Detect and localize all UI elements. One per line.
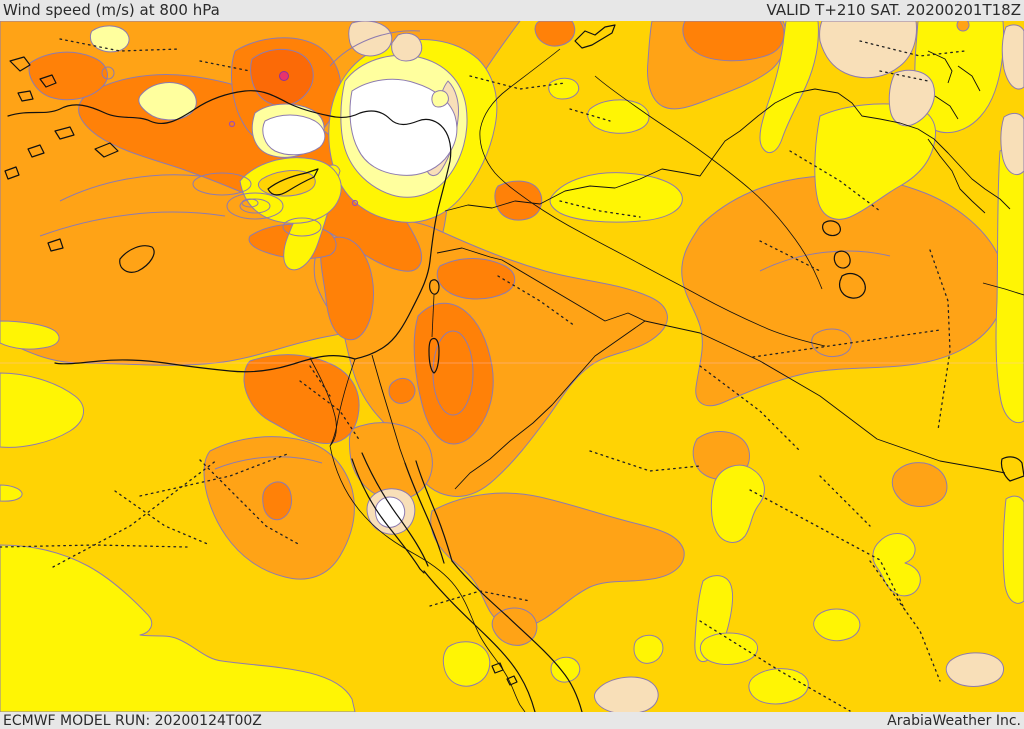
contour-arc-egypt [214, 456, 323, 470]
iraq-lakes [822, 220, 866, 299]
yellow-tongue-left-2 [0, 372, 84, 448]
map-title: Wind speed (m/s) at 800 hPa [3, 1, 220, 19]
yellow-strip-right-edge-low [1002, 495, 1024, 604]
yellow-patch-nile-2 [550, 656, 581, 683]
cream-blob-bottom-center [594, 676, 659, 712]
contour-arc-2 [39, 211, 226, 237]
kuwait-coast [1000, 456, 1024, 482]
aegean-islands [4, 56, 155, 273]
orange-patch-iraq-south [811, 328, 852, 358]
dark-orange-coast-band [320, 236, 375, 341]
coastline-cyprus [267, 168, 319, 196]
red-sea-east-coast [451, 560, 583, 712]
pale-yellow-west-turkey-2 [89, 25, 130, 53]
header-bar: Wind speed (m/s) at 800 hPa VALID T+210 … [0, 0, 1024, 21]
yellow-strip-right-edge [995, 147, 1024, 424]
nile-river [329, 445, 526, 712]
yellow-patch-br-3 [813, 608, 861, 642]
map-canvas [0, 21, 1024, 712]
contour-ring-6 [101, 66, 115, 80]
gulf-of-suez [351, 452, 429, 574]
dark-orange-top-center [534, 21, 576, 47]
contour-ring-3 [282, 217, 322, 237]
dark-orange-redsea-spot [262, 481, 293, 521]
cream-tail-top-right [888, 69, 935, 127]
yellow-patch-br-7 [633, 634, 664, 664]
coastline-mediterranean [7, 90, 452, 373]
sea-of-galilee [429, 279, 440, 295]
cream-corner-right-2 [1000, 112, 1024, 175]
micro-contour-1 [228, 120, 236, 128]
red-sea-west-coast [423, 570, 536, 712]
micro-contour-2 [351, 199, 359, 207]
cream-top-center-2 [391, 32, 423, 62]
white-calm-central-anatolia [262, 114, 326, 156]
footer-bar: ECMWF MODEL RUN: 20200124T00Z ArabiaWeat… [0, 712, 1024, 729]
yellow-tongue-left-1 [0, 320, 60, 350]
border-jordan-saudi [436, 247, 646, 490]
contour-arc-3 [329, 30, 421, 67]
nile-delta-east [329, 358, 356, 447]
provider-label: ArabiaWeather Inc. [887, 712, 1021, 729]
yellow-patch-nile-1 [442, 641, 491, 687]
orange-region-nw-saudi [430, 492, 685, 628]
dark-orange-north-syria [494, 180, 543, 221]
dead-sea [428, 337, 440, 374]
yellow-patch-br-5 [699, 632, 758, 665]
white-calm-tabuk [374, 496, 406, 528]
lake-van [574, 24, 616, 49]
white-calm-east-anatolia [349, 78, 458, 176]
contour-ring-4 [192, 172, 252, 196]
contour-ring-2 [239, 198, 271, 214]
gulf-of-aqaba [404, 460, 453, 564]
dotted-boundaries [0, 38, 966, 712]
jordan-river [431, 294, 435, 338]
pale-yellow-west-turkey-1 [138, 82, 197, 121]
contour-arc-1 [59, 174, 201, 202]
orange-dot-ne [956, 21, 970, 32]
yellow-patch-ne-syria-2 [587, 99, 650, 134]
yellow-patch-br-1 [710, 464, 765, 543]
dark-orange-west-turkey [28, 51, 108, 101]
red-sea-islands [491, 662, 518, 686]
cream-corner-right-1 [1001, 24, 1024, 90]
yellow-strip-iran-border [759, 21, 819, 154]
contour-ring-5 [241, 198, 259, 208]
valid-time-label: VALID T+210 SAT. 20200201T18Z [766, 1, 1021, 19]
dark-orange-nile-delta [243, 354, 360, 445]
pale-dot-in-white [431, 90, 449, 108]
euphrates-river [479, 48, 826, 347]
contour-arc-iraq [759, 250, 891, 272]
contour-ring-1 [226, 192, 284, 220]
yellow-patch-br-6 [748, 668, 809, 705]
cream-blob-bottom-right [945, 652, 1004, 687]
border-iraq-saudi [644, 320, 1006, 474]
orange-blob-east-saudi [891, 462, 948, 507]
border-turkey-syria-iraq-iran [444, 88, 1011, 212]
nile-delta-west [309, 357, 337, 447]
yellow-tongue-left-3 [0, 484, 23, 502]
core-red-spot [279, 71, 289, 81]
yellow-patch-br-2 [872, 533, 921, 597]
yellow-patch-khabur [548, 77, 580, 100]
orange-blob-saudi-south [491, 607, 538, 646]
dark-orange-spot-westbank [388, 378, 416, 404]
border-egypt-israel [371, 354, 406, 464]
tigris-river [594, 75, 823, 290]
yellow-kidney-ne-syria [549, 172, 683, 223]
cream-band-top-right [819, 21, 917, 79]
contour-ring-jordan [432, 330, 474, 416]
yellow-region-egypt-sw [0, 544, 356, 712]
ne-borders [927, 50, 1024, 296]
dark-orange-jordan-arm [436, 258, 516, 300]
wind-speed-map [0, 21, 1024, 712]
model-run-label: ECMWF MODEL RUN: 20200124T00Z [3, 712, 262, 729]
gold-core-cyprus [257, 170, 316, 197]
